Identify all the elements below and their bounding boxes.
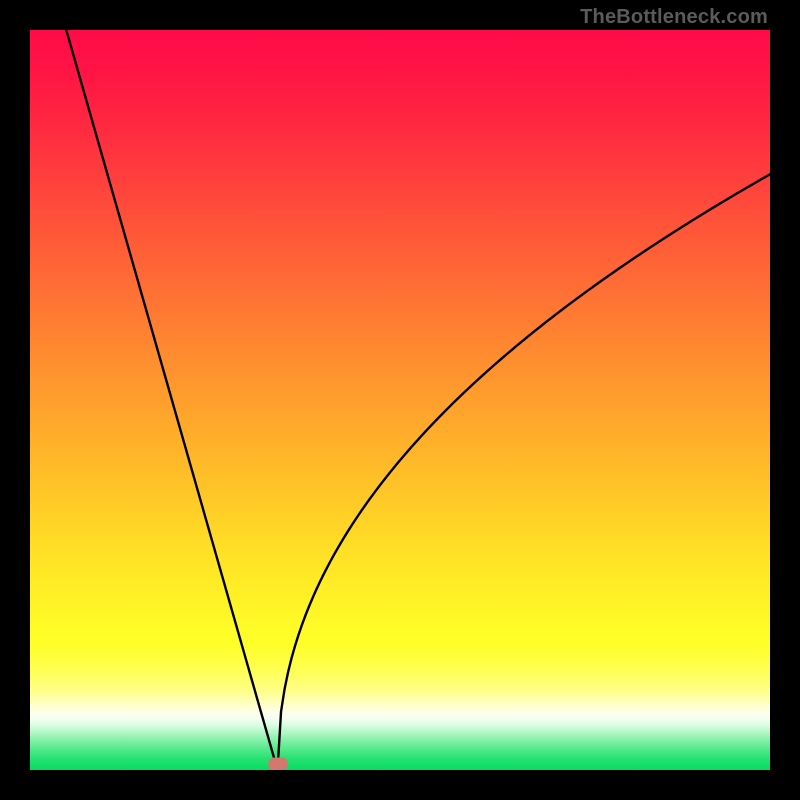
chart-frame: TheBottleneck.com	[0, 0, 800, 800]
plot-area	[30, 30, 770, 770]
bottleneck-curve	[30, 30, 770, 770]
watermark-text: TheBottleneck.com	[580, 6, 768, 29]
minimum-marker	[268, 758, 288, 770]
